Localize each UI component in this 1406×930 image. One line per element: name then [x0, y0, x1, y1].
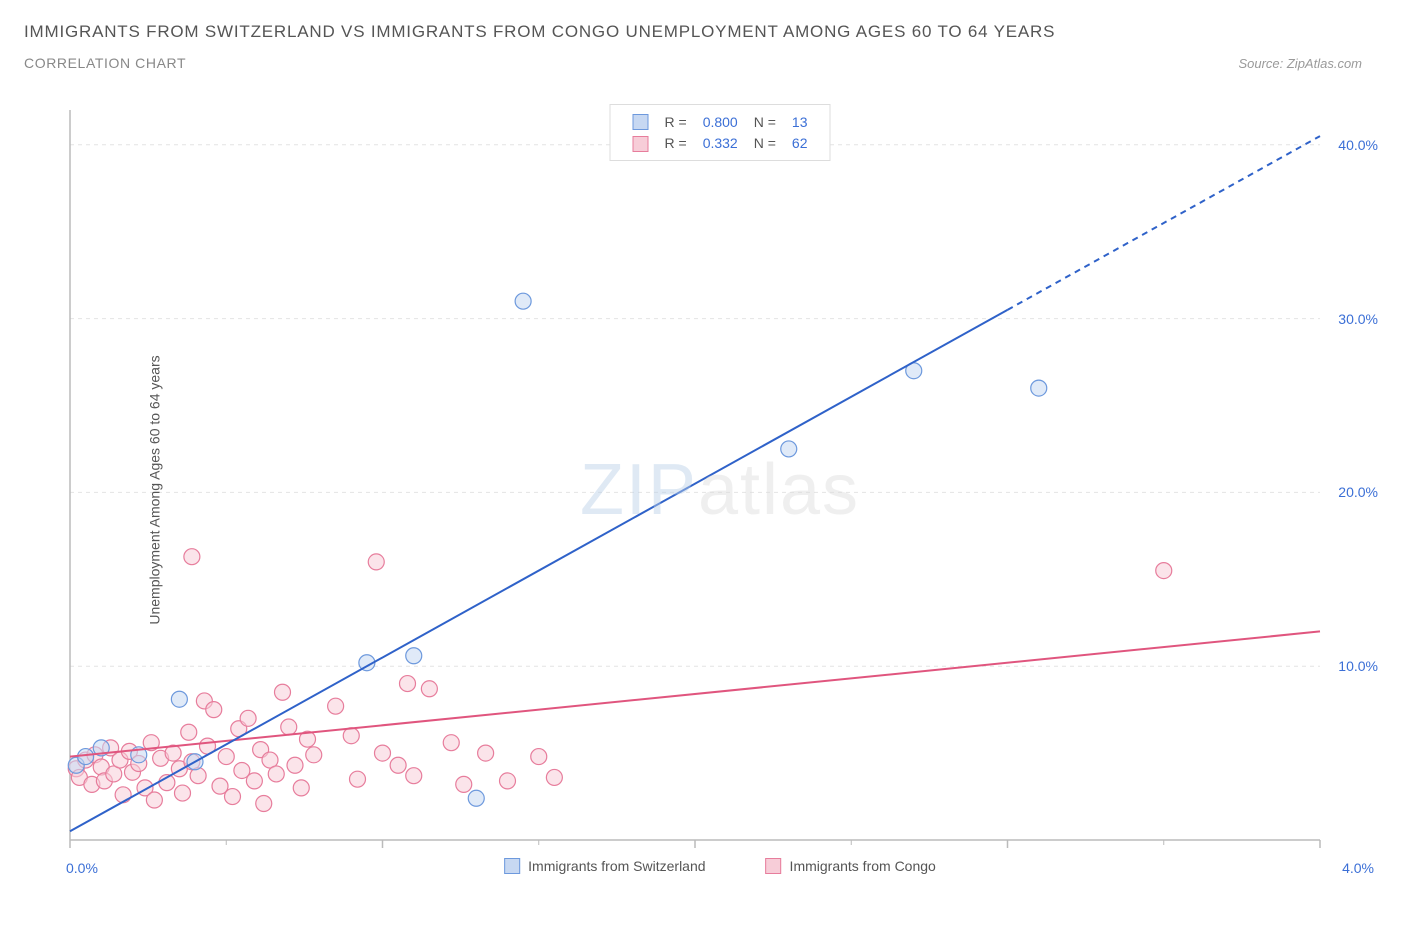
scatter-plot [60, 100, 1380, 880]
legend-r-label: R = [657, 111, 695, 132]
legend-n-label: N = [746, 111, 784, 132]
x-origin-label: 0.0% [66, 860, 98, 876]
legend-n-value-switzerland: 13 [784, 111, 816, 132]
chart-title: IMMIGRANTS FROM SWITZERLAND VS IMMIGRANT… [24, 18, 1382, 45]
legend-n-label: N = [746, 132, 784, 153]
y-tick-label: 40.0% [1338, 137, 1378, 153]
swatch-switzerland [504, 858, 520, 874]
chart-subtitle: CORRELATION CHART [24, 55, 186, 71]
legend-item-switzerland: Immigrants from Switzerland [504, 858, 705, 874]
y-tick-label: 30.0% [1338, 311, 1378, 327]
chart-area: Unemployment Among Ages 60 to 64 years Z… [60, 100, 1380, 880]
chart-header: IMMIGRANTS FROM SWITZERLAND VS IMMIGRANT… [0, 0, 1406, 79]
legend-label-congo: Immigrants from Congo [790, 858, 936, 874]
swatch-switzerland [633, 114, 649, 130]
swatch-congo [766, 858, 782, 874]
correlation-legend: R = 0.800 N = 13 R = 0.332 N = 62 [610, 104, 831, 161]
legend-label-switzerland: Immigrants from Switzerland [528, 858, 705, 874]
legend-item-congo: Immigrants from Congo [766, 858, 936, 874]
legend-row-switzerland: R = 0.800 N = 13 [625, 111, 816, 132]
y-tick-label: 10.0% [1338, 658, 1378, 674]
legend-r-value-switzerland: 0.800 [695, 111, 746, 132]
legend-r-label: R = [657, 132, 695, 153]
legend-r-value-congo: 0.332 [695, 132, 746, 153]
legend-row-congo: R = 0.332 N = 62 [625, 132, 816, 153]
swatch-congo [633, 136, 649, 152]
legend-n-value-congo: 62 [784, 132, 816, 153]
series-legend: Immigrants from Switzerland Immigrants f… [504, 858, 936, 874]
y-axis-label: Unemployment Among Ages 60 to 64 years [147, 355, 163, 624]
subtitle-row: CORRELATION CHART Source: ZipAtlas.com [24, 55, 1382, 71]
y-tick-label: 20.0% [1338, 484, 1378, 500]
x-max-label: 4.0% [1342, 860, 1374, 876]
source-attribution: Source: ZipAtlas.com [1238, 56, 1362, 71]
